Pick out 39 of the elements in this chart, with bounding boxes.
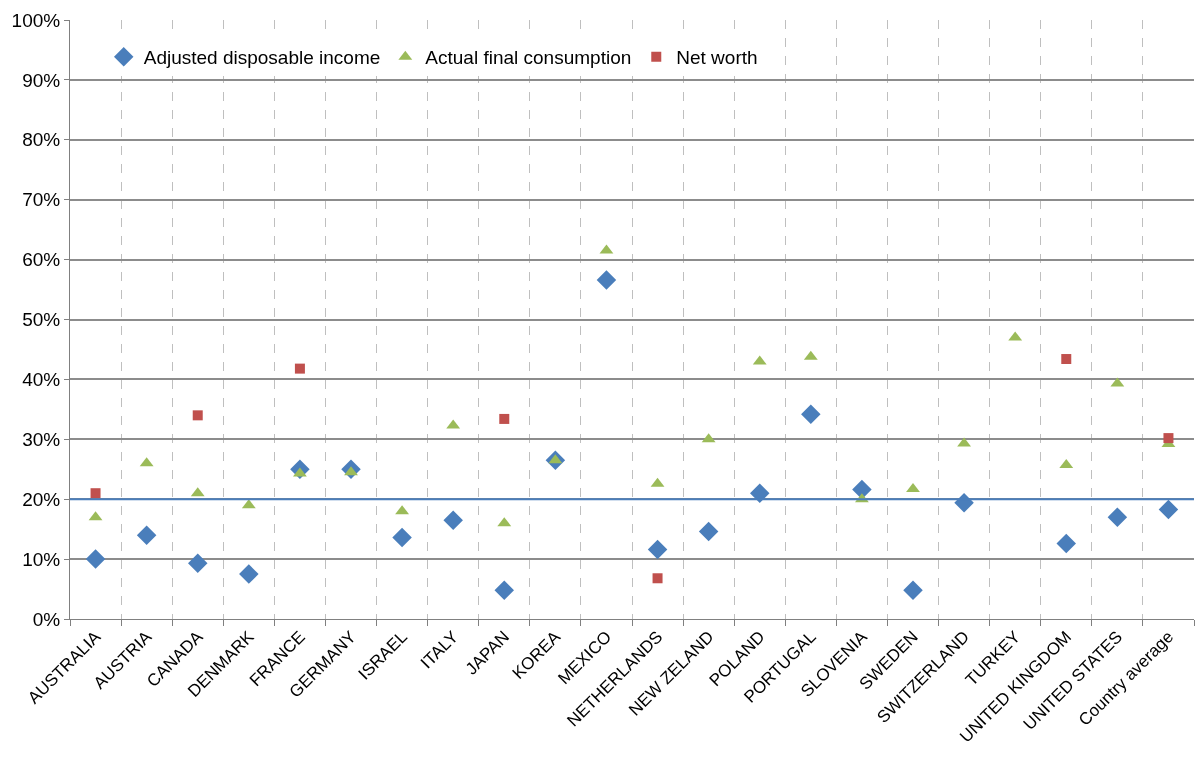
point (852, 479, 872, 500)
legend-label: Adjusted disposable income (143, 47, 381, 69)
point (239, 564, 259, 584)
point (1056, 533, 1077, 554)
point (192, 410, 203, 421)
y-tick-label: 20% (22, 488, 61, 510)
y-tick-label: 70% (22, 189, 61, 211)
point (443, 510, 463, 530)
point (749, 483, 770, 503)
y-tick-label: 60% (22, 249, 61, 271)
point (652, 573, 663, 584)
y-tick-label: 90% (22, 69, 61, 91)
y-tick-label: 30% (22, 428, 61, 450)
y-tick-label: 0% (32, 608, 61, 630)
legend-label: Actual final consumption (425, 47, 632, 69)
point (499, 413, 510, 424)
point (90, 488, 101, 499)
y-tick-label: 100% (11, 9, 61, 31)
y-tick-label: 40% (22, 369, 61, 391)
point (1061, 354, 1072, 365)
point (698, 521, 719, 542)
point (1107, 507, 1128, 527)
point (596, 270, 617, 290)
point (906, 483, 920, 493)
point (136, 525, 157, 545)
point (392, 527, 412, 548)
point (647, 539, 668, 560)
y-tick-label: 80% (22, 129, 61, 151)
point (294, 363, 305, 374)
legend-label: Net worth (676, 47, 758, 69)
point (801, 404, 821, 424)
point (494, 580, 515, 600)
point (1158, 499, 1179, 520)
point (85, 549, 106, 569)
point (1163, 433, 1174, 444)
y-tick-label: 50% (22, 309, 61, 331)
y-tick-label: 10% (22, 548, 61, 570)
point (903, 580, 923, 600)
point (187, 553, 208, 574)
